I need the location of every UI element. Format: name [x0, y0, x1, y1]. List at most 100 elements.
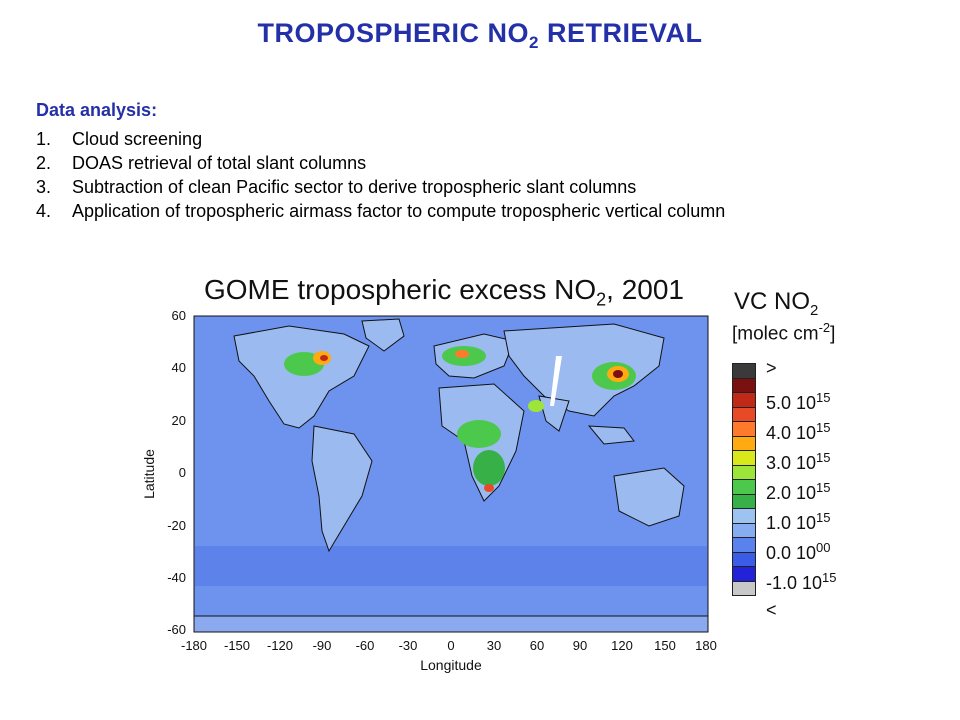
x-tick-label: -180 [181, 638, 207, 653]
x-tick-label: -60 [356, 638, 375, 653]
europe-hotspot [455, 350, 469, 358]
us-east-peak [320, 355, 328, 361]
analysis-step: 1. Cloud screening [36, 127, 725, 151]
legend-swatch [732, 421, 756, 437]
legend-label-value: > [766, 358, 777, 378]
y-axis: 60 40 20 0 -20 -40 -60 Latitude [141, 308, 186, 637]
slide-title-tail: RETRIEVAL [538, 18, 703, 48]
x-tick-label: 120 [611, 638, 633, 653]
x-tick-label: 150 [654, 638, 676, 653]
legend-label-value: < [766, 600, 777, 620]
legend-label: 2.0 1015 [766, 480, 831, 504]
legend-swatch [732, 450, 756, 466]
no2-world-map: 60 40 20 0 -20 -40 -60 Latitude -180 -15… [141, 308, 717, 673]
legend-swatch [732, 435, 756, 451]
x-tick-label: -90 [313, 638, 332, 653]
y-tick-label: -20 [167, 518, 186, 533]
legend-label-value: 2.0 10 [766, 483, 817, 503]
southern-ocean-band [195, 546, 707, 586]
x-tick-label: 90 [573, 638, 587, 653]
legend-title: VC NO2 [734, 288, 818, 319]
legend-title-subscript: 2 [810, 301, 819, 319]
step-number: 3. [36, 177, 52, 197]
legend-label: 5.0 1015 [766, 390, 831, 414]
x-tick-label: 30 [487, 638, 501, 653]
y-tick-label: 0 [179, 465, 186, 480]
legend-swatch [732, 580, 756, 596]
central-africa-biomass-hotspot [457, 420, 501, 448]
slide-title-main: TROPOSPHERIC NO [257, 18, 530, 48]
legend-label: < [766, 600, 777, 621]
legend-label: 0.0 1000 [766, 540, 831, 564]
legend-label: 3.0 1015 [766, 450, 831, 474]
y-tick-label: 40 [172, 360, 186, 375]
legend-label-value: 4.0 10 [766, 423, 817, 443]
legend-label: 1.0 1015 [766, 510, 831, 534]
map-title-main: GOME tropospheric excess NO [204, 274, 597, 305]
australia-landmass [613, 467, 685, 527]
legend-swatch [732, 377, 756, 393]
legend-swatch [732, 566, 756, 582]
legend-swatch [732, 522, 756, 538]
legend-swatch [732, 363, 756, 379]
legend-swatch [732, 406, 756, 422]
data-analysis-section: Data analysis: 1. Cloud screening 2. DOAS … [36, 100, 725, 223]
y-axis-title: Latitude [141, 449, 157, 499]
slide-title-subscript: 2 [529, 33, 539, 52]
greenland-landmass [361, 318, 405, 352]
legend-label-value: 5.0 10 [766, 393, 817, 413]
analysis-steps-list: 1. Cloud screening 2. DOAS retrieval of to… [36, 127, 725, 223]
map-title: GOME tropospheric excess NO2, 2001 [204, 274, 684, 311]
y-tick-label: -40 [167, 570, 186, 585]
step-text: Cloud screening [72, 129, 203, 149]
legend-label: -1.0 1015 [766, 570, 837, 594]
map-title-subscript: 2 [596, 289, 607, 310]
step-number: 4. [36, 201, 52, 221]
india-landmass [538, 395, 570, 432]
x-tick-label: 180 [695, 638, 717, 653]
legend-label-exponent: 15 [816, 420, 831, 435]
indonesia-landmass [587, 425, 635, 445]
legend-label-value: 1.0 10 [766, 513, 817, 533]
legend-swatch [732, 551, 756, 567]
analysis-step: 2. DOAS retrieval of total slant columns [36, 151, 725, 175]
gome-no2-figure: GOME tropospheric excess NO2, 2001 [140, 268, 860, 688]
analysis-heading: Data analysis: [36, 100, 158, 120]
north-america-landmass [233, 325, 370, 429]
legend-label-value: 3.0 10 [766, 453, 817, 473]
legend-label-exponent: 15 [816, 450, 831, 465]
x-tick-label: 60 [530, 638, 544, 653]
y-tick-label: 60 [172, 308, 186, 323]
legend-swatch [732, 392, 756, 408]
legend-label-exponent: 15 [816, 510, 831, 525]
x-tick-label: -120 [267, 638, 293, 653]
map-plot-area [193, 315, 709, 633]
missing-data-strip [550, 356, 562, 406]
highveld-hotspot [484, 484, 494, 492]
analysis-step: 3. Subtraction of clean Pacific sector to… [36, 175, 725, 199]
legend-label-exponent: 15 [816, 480, 831, 495]
legend-units-tail: ] [830, 323, 836, 345]
step-text: Subtraction of clean Pacific sector to d… [72, 177, 637, 197]
x-tick-label: -30 [399, 638, 418, 653]
legend-label-exponent: 15 [816, 390, 831, 405]
middle-east-hotspot [528, 400, 544, 412]
legend-units: [molec cm-2] [732, 320, 835, 345]
asia-landmass [503, 323, 665, 417]
legend-label-value: 0.0 10 [766, 543, 817, 563]
legend-label: 4.0 1015 [766, 420, 831, 444]
legend-swatch [732, 508, 756, 524]
x-tick-label: -150 [224, 638, 250, 653]
legend-title-main: VC NO [734, 288, 811, 315]
slide-title: TROPOSPHERIC NO2 RETRIEVAL [0, 18, 960, 53]
y-tick-label: 20 [172, 413, 186, 428]
x-tick-label: 0 [447, 638, 454, 653]
legend-label: > [766, 358, 777, 379]
legend-label-exponent: 15 [822, 570, 837, 585]
color-scale-bar [732, 363, 756, 596]
legend-swatch [732, 537, 756, 553]
step-text: Application of tropospheric airmass fact… [72, 201, 726, 221]
legend-swatch [732, 464, 756, 480]
step-number: 2. [36, 153, 52, 173]
legend-units-superscript: -2 [818, 320, 831, 335]
